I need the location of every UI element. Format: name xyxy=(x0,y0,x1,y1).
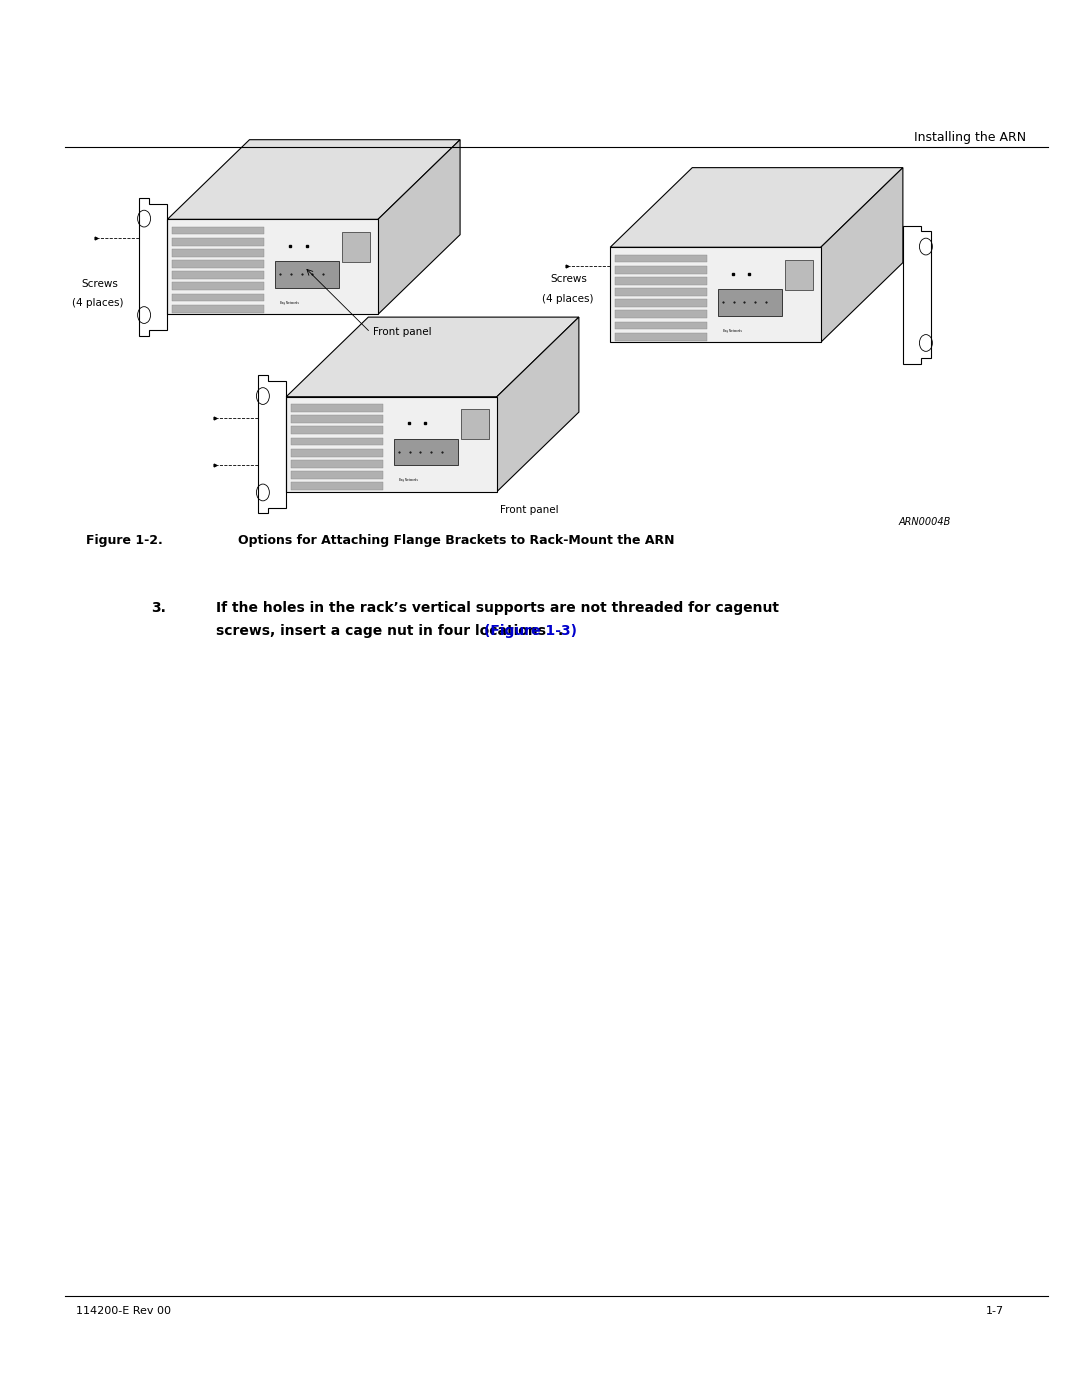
FancyBboxPatch shape xyxy=(291,460,383,468)
FancyBboxPatch shape xyxy=(615,299,707,307)
FancyBboxPatch shape xyxy=(291,471,383,479)
Text: Bay Networks: Bay Networks xyxy=(280,300,299,305)
Text: 114200-E Rev 00: 114200-E Rev 00 xyxy=(76,1306,171,1316)
FancyBboxPatch shape xyxy=(615,288,707,296)
FancyBboxPatch shape xyxy=(275,261,339,288)
Text: Bay Networks: Bay Networks xyxy=(399,478,418,482)
Text: Screws: Screws xyxy=(551,274,588,285)
FancyBboxPatch shape xyxy=(291,426,383,434)
FancyBboxPatch shape xyxy=(167,219,378,314)
Text: (4 places): (4 places) xyxy=(542,293,594,305)
Polygon shape xyxy=(821,168,903,342)
FancyBboxPatch shape xyxy=(394,439,458,465)
FancyBboxPatch shape xyxy=(172,305,265,313)
Polygon shape xyxy=(286,317,579,397)
FancyBboxPatch shape xyxy=(718,289,782,316)
FancyBboxPatch shape xyxy=(172,249,265,257)
FancyBboxPatch shape xyxy=(172,260,265,268)
FancyBboxPatch shape xyxy=(615,277,707,285)
Text: 3.: 3. xyxy=(151,601,166,615)
Text: Front panel: Front panel xyxy=(373,327,431,338)
FancyBboxPatch shape xyxy=(291,482,383,490)
Text: Installing the ARN: Installing the ARN xyxy=(914,131,1026,144)
Polygon shape xyxy=(167,140,460,219)
FancyBboxPatch shape xyxy=(286,397,497,492)
FancyBboxPatch shape xyxy=(172,226,265,235)
FancyBboxPatch shape xyxy=(291,437,383,446)
Text: Bay Networks: Bay Networks xyxy=(723,328,742,332)
Polygon shape xyxy=(497,317,579,492)
FancyBboxPatch shape xyxy=(615,310,707,319)
Text: If the holes in the rack’s vertical supports are not threaded for cagenut: If the holes in the rack’s vertical supp… xyxy=(216,601,779,615)
Text: (4 places): (4 places) xyxy=(72,298,124,309)
Text: 1-7: 1-7 xyxy=(986,1306,1004,1316)
FancyBboxPatch shape xyxy=(172,293,265,302)
FancyBboxPatch shape xyxy=(615,332,707,341)
FancyBboxPatch shape xyxy=(615,254,707,263)
Text: Options for Attaching Flange Brackets to Rack-Mount the ARN: Options for Attaching Flange Brackets to… xyxy=(238,534,674,546)
FancyBboxPatch shape xyxy=(461,409,488,440)
FancyBboxPatch shape xyxy=(291,448,383,457)
FancyBboxPatch shape xyxy=(785,260,812,291)
FancyBboxPatch shape xyxy=(615,321,707,330)
Text: ARN0004B: ARN0004B xyxy=(899,517,950,527)
FancyBboxPatch shape xyxy=(172,237,265,246)
Text: .: . xyxy=(557,624,563,638)
FancyBboxPatch shape xyxy=(342,232,369,263)
Polygon shape xyxy=(610,168,903,247)
Text: Figure 1-2.: Figure 1-2. xyxy=(86,534,163,546)
FancyBboxPatch shape xyxy=(291,415,383,423)
FancyBboxPatch shape xyxy=(615,265,707,274)
Text: (Figure 1-3): (Figure 1-3) xyxy=(485,624,578,638)
Text: Screws: Screws xyxy=(81,278,118,289)
FancyBboxPatch shape xyxy=(172,271,265,279)
FancyBboxPatch shape xyxy=(610,247,821,342)
FancyBboxPatch shape xyxy=(172,282,265,291)
Text: Front panel: Front panel xyxy=(500,504,558,515)
Polygon shape xyxy=(378,140,460,314)
Text: screws, insert a cage nut in four locations: screws, insert a cage nut in four locati… xyxy=(216,624,551,638)
FancyBboxPatch shape xyxy=(291,404,383,412)
